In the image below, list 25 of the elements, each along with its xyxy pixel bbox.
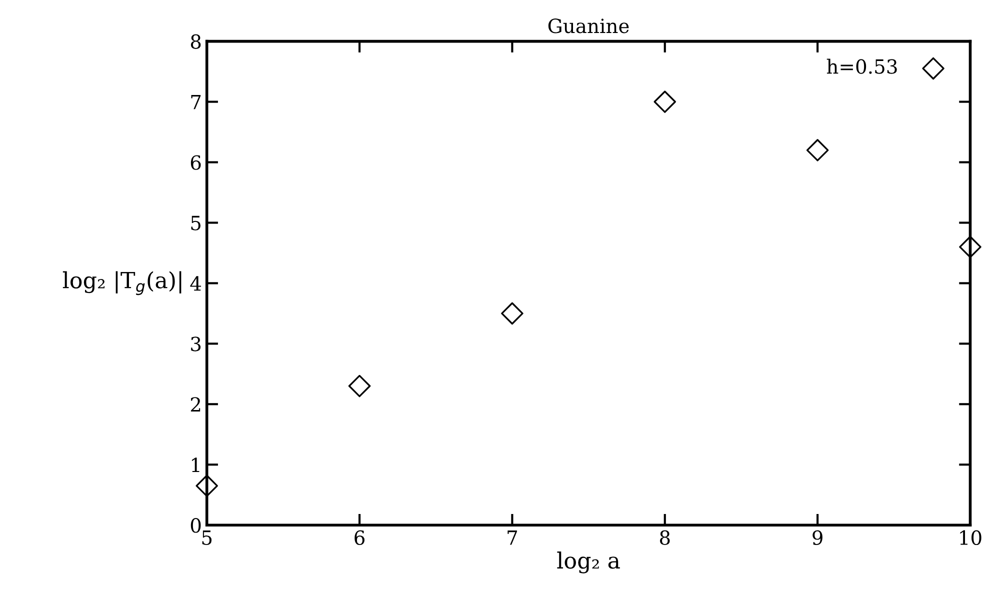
point bbox=[654, 90, 676, 113]
y-tick-label: 3 bbox=[191, 336, 201, 352]
point bbox=[501, 302, 524, 325]
x-tick-label: 7 bbox=[508, 530, 517, 545]
point bbox=[348, 374, 371, 398]
y-tick-label: 6 bbox=[190, 155, 201, 170]
y-axis-title: log₂ |T$_{g}$(a)| bbox=[62, 271, 182, 296]
x-axis-title: log₂ a bbox=[557, 552, 620, 574]
legend-label: h=0.53 bbox=[826, 58, 897, 74]
x-tick-label: 9 bbox=[812, 530, 822, 546]
y-tick-label: 0 bbox=[190, 518, 201, 533]
point bbox=[959, 236, 982, 258]
x-tick-label: 6 bbox=[354, 530, 364, 546]
x-tick-label: 5 bbox=[202, 530, 212, 546]
x-tick-label: 8 bbox=[660, 530, 670, 546]
y-tick-label: 2 bbox=[190, 397, 200, 412]
x-tick-label: 10 bbox=[960, 530, 982, 546]
chart-title: Guanine bbox=[548, 18, 629, 34]
y-tick-label: 1 bbox=[192, 458, 200, 472]
point bbox=[196, 474, 218, 497]
y-tick-label: 7 bbox=[191, 94, 201, 110]
y-tick-label: 8 bbox=[190, 34, 201, 49]
point bbox=[806, 139, 829, 162]
y-tick-label: 4 bbox=[190, 276, 202, 291]
y-tick-label: 5 bbox=[191, 216, 200, 230]
